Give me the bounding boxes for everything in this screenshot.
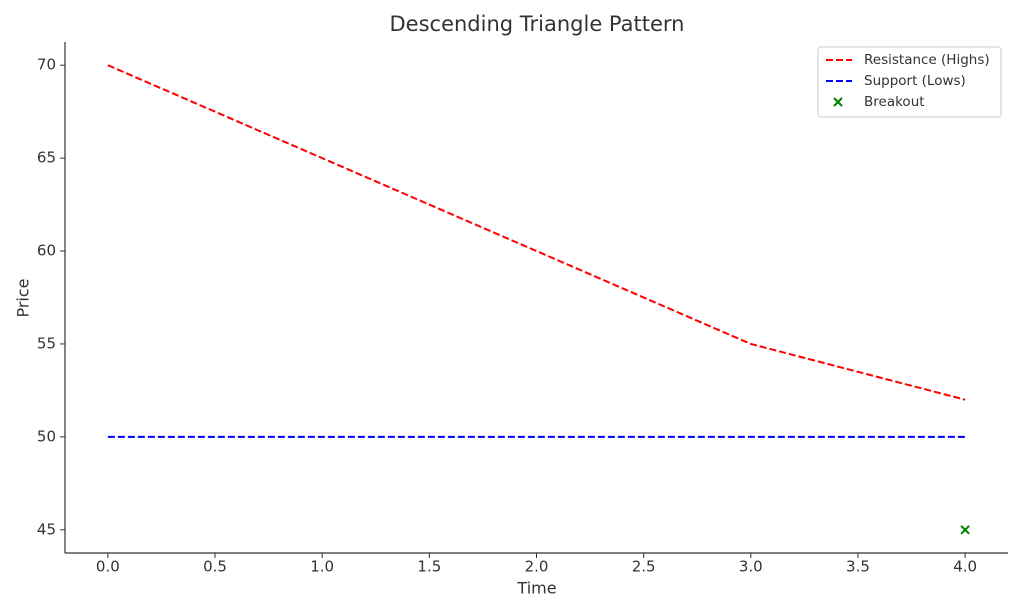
legend: Resistance (Highs) Support (Lows) Breakout [817,46,1002,118]
x-tick-label: 1.0 [310,558,334,576]
x-tick-label: 3.0 [739,558,763,576]
marker-x [833,97,843,107]
series-line [107,64,966,401]
x-tick-label: 4.0 [953,558,977,576]
y-tick-label: 70 [37,56,56,74]
y-tick-label: 65 [37,149,56,167]
legend-label: Support (Lows) [864,73,966,89]
y-tick-label: 45 [37,520,56,538]
y-tick-label: 50 [37,427,56,445]
x-tick-label: 0.5 [203,558,227,576]
y-tick-label: 55 [37,334,56,352]
x-tick-label: 2.5 [632,558,656,576]
marker-x [960,525,970,535]
x-tick-label: 3.5 [846,558,870,576]
y-axis-label: Price [14,278,33,317]
legend-label: Breakout [864,94,925,110]
legend-label: Resistance (Highs) [864,52,990,68]
x-tick-label: 1.5 [417,558,441,576]
chart-title: Descending Triangle Pattern [390,12,685,36]
legend-box [817,46,1002,118]
x-tick-label: 2.0 [525,558,549,576]
x-axis-label: Time [516,579,556,598]
y-tick-label: 60 [37,242,56,260]
x-tick-label: 0.0 [96,558,120,576]
